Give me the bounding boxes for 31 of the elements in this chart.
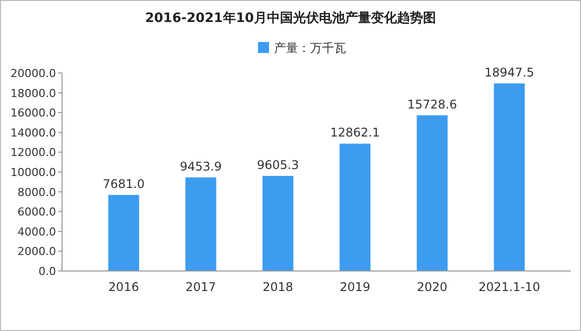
data-label: 9605.3 [256, 158, 299, 172]
data-label: 7681.0 [102, 176, 145, 191]
legend-label: 产量：万千瓦 [274, 41, 346, 55]
bar [108, 194, 140, 271]
data-label: 18947.5 [484, 65, 534, 80]
data-label: 9453.9 [180, 159, 222, 174]
bar [416, 115, 448, 271]
y-tick-label: 10000.0 [10, 166, 56, 179]
y-tick-label: 14000.0 [10, 126, 56, 140]
x-tick-label: 2019 [340, 280, 370, 294]
x-tick-label: 2018 [262, 280, 294, 294]
chart-title: 2016-2021年10月中国光伏电池产量变化趋势图 [145, 10, 436, 26]
bar [185, 177, 216, 271]
x-tick-label: 2021.1-10 [478, 280, 540, 294]
y-tick-label: 2000.0 [18, 245, 56, 258]
y-tick-label: 6000.0 [18, 206, 56, 219]
y-tick-label: 8000.0 [18, 186, 56, 199]
data-label: 15728.6 [407, 97, 457, 112]
bar [494, 83, 525, 271]
y-tick-label: 16000.0 [10, 106, 56, 120]
y-tick-label: 20000.0 [10, 67, 56, 80]
bar [262, 176, 294, 271]
x-tick-label: 2020 [416, 280, 448, 294]
x-tick-label: 2016 [108, 280, 139, 294]
x-tick-label: 2017 [186, 280, 216, 294]
y-tick-label: 0.0 [38, 265, 56, 278]
y-tick-label: 12000.0 [10, 146, 56, 160]
y-tick-label: 18000.0 [10, 86, 56, 100]
bar [340, 144, 370, 271]
y-tick-label: 4000.0 [18, 225, 56, 238]
data-label: 12862.1 [330, 126, 380, 140]
